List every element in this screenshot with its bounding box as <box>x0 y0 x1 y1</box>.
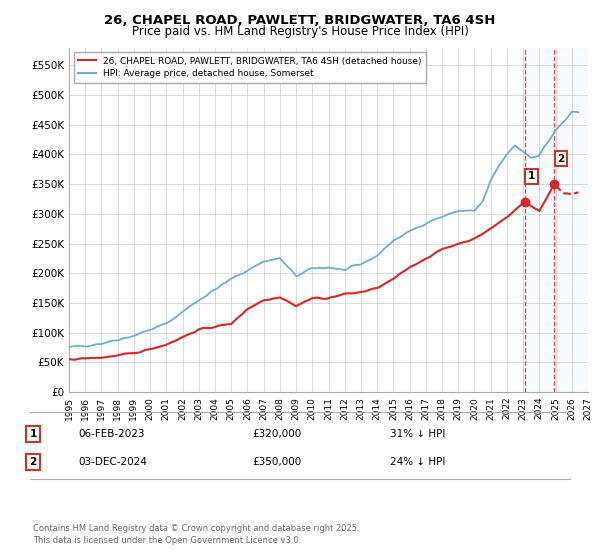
Text: 06-FEB-2023: 06-FEB-2023 <box>78 429 145 439</box>
Text: 1: 1 <box>528 171 535 181</box>
Text: 26, CHAPEL ROAD, PAWLETT, BRIDGWATER, TA6 4SH: 26, CHAPEL ROAD, PAWLETT, BRIDGWATER, TA… <box>104 14 496 27</box>
Bar <box>525 48 588 392</box>
Text: Price paid vs. HM Land Registry's House Price Index (HPI): Price paid vs. HM Land Registry's House … <box>131 25 469 38</box>
Text: 31% ↓ HPI: 31% ↓ HPI <box>390 429 445 439</box>
Legend: 26, CHAPEL ROAD, PAWLETT, BRIDGWATER, TA6 4SH (detached house), HPI: Average pri: 26, CHAPEL ROAD, PAWLETT, BRIDGWATER, TA… <box>74 52 427 83</box>
Text: 2: 2 <box>557 153 565 164</box>
Text: 03-DEC-2024: 03-DEC-2024 <box>78 457 147 467</box>
Text: 1: 1 <box>29 429 37 439</box>
Text: 2: 2 <box>29 457 37 467</box>
Text: Contains HM Land Registry data © Crown copyright and database right 2025.
This d: Contains HM Land Registry data © Crown c… <box>33 524 359 545</box>
Text: £350,000: £350,000 <box>252 457 301 467</box>
Text: £320,000: £320,000 <box>252 429 301 439</box>
Text: 24% ↓ HPI: 24% ↓ HPI <box>390 457 445 467</box>
